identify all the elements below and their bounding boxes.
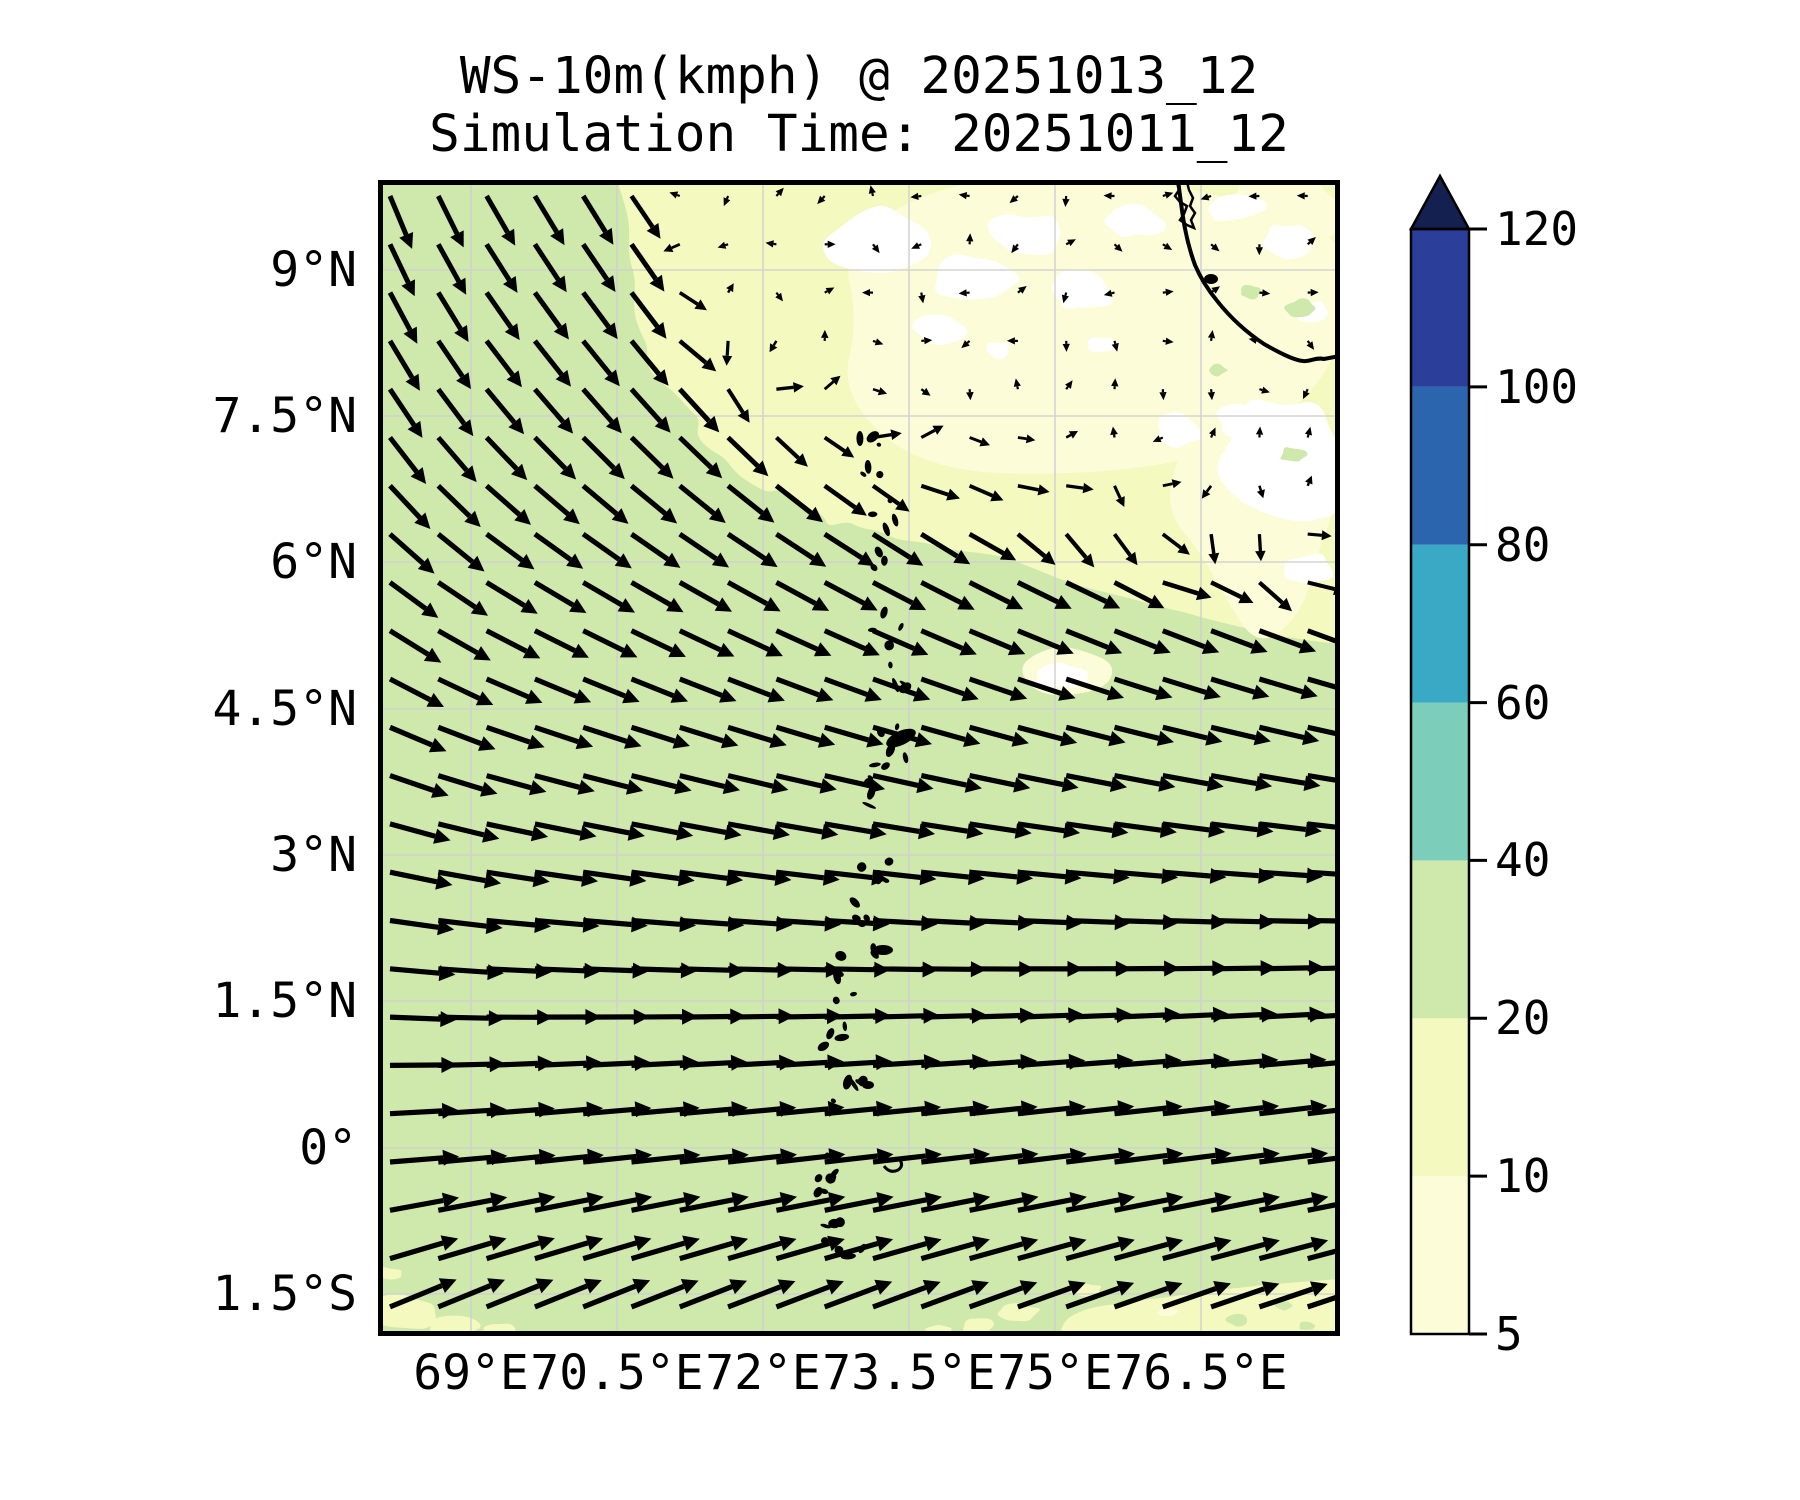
y-tick-label: 6°N	[270, 534, 357, 590]
contour-speck	[379, 1267, 402, 1280]
colorbar-tick-label: 100	[1495, 359, 1579, 414]
contour-speck	[1274, 1301, 1293, 1311]
contour-speck	[1157, 1307, 1179, 1316]
contour-calm-patch	[1284, 553, 1334, 584]
y-tick-label: 3°N	[270, 827, 357, 883]
colorbar-extend-max-triangle	[1408, 173, 1472, 231]
colorbar-tick-label: 60	[1495, 675, 1551, 730]
map-layers	[378, 180, 1340, 1336]
colorbar-segment	[1411, 860, 1469, 1019]
contour-speck	[1280, 447, 1308, 462]
coastal-lagoon	[1173, 181, 1197, 231]
contour-calm-patch	[986, 342, 1010, 360]
colorbar-tick-label: 20	[1495, 991, 1551, 1046]
contour-speck	[1299, 1321, 1316, 1330]
y-tick-label: 0°	[299, 1120, 357, 1176]
contour-calm-patch	[823, 205, 932, 273]
map-border	[378, 180, 1340, 1336]
chart-subtitle: Simulation Time: 20251011_12	[429, 105, 1289, 164]
colorbar-segment	[1411, 386, 1469, 545]
map-svg	[378, 180, 1340, 1336]
y-tick-label: 1.5°S	[212, 1266, 358, 1322]
x-tick-label: 76.5°E	[1114, 1345, 1288, 1401]
maldives-islands	[813, 431, 916, 1260]
contour-calm-patch	[1216, 403, 1270, 440]
y-tick-label: 4.5°N	[212, 681, 358, 737]
x-tick-label: 70.5°E	[530, 1345, 704, 1401]
wind-quiver	[387, 185, 1340, 1310]
colorbar-outline	[1409, 227, 1471, 1336]
colorbar-tick-label: 40	[1495, 833, 1551, 888]
contour-calm-patch	[1087, 337, 1120, 353]
colorbar-segment	[1411, 229, 1469, 387]
colorbar-segment	[1411, 544, 1469, 703]
chart-title: WS-10m(kmph) @ 20251013_12	[459, 47, 1259, 106]
contour-speck	[997, 1303, 1040, 1322]
contour-calm-patch	[987, 214, 1061, 256]
contour-speck	[429, 1315, 481, 1336]
colorbar-tick-label: 80	[1495, 517, 1551, 572]
contour-calm-patch	[935, 254, 1020, 300]
contour-calm-patch	[1104, 203, 1166, 237]
contour-speck	[1225, 1313, 1248, 1327]
map-plot-area	[378, 180, 1340, 1336]
colorbar-tick-label: 10	[1495, 1149, 1551, 1204]
india-coastline	[1173, 180, 1340, 364]
colorbar-segment	[1411, 702, 1469, 861]
contour-calm-patch	[1207, 194, 1268, 222]
contour-speck	[378, 1294, 436, 1329]
contour-speck	[1240, 284, 1261, 300]
contour-calm-patch	[1157, 411, 1202, 448]
graticule	[378, 180, 1340, 1336]
y-tick-label: 1.5°N	[212, 973, 358, 1029]
y-tick-label: 7.5°N	[212, 388, 358, 444]
contour-calm-patch	[1052, 269, 1113, 309]
y-tick-label: 9°N	[270, 242, 357, 298]
colorbar-tick-label: 5	[1495, 1307, 1523, 1361]
colorbar-segment	[1411, 1018, 1469, 1177]
colorbar-segment	[1411, 1176, 1469, 1334]
contour-speck	[1284, 298, 1316, 318]
x-tick-label: 72°E	[705, 1345, 821, 1401]
contour-band-5-10	[847, 180, 1340, 474]
colorbar-tick-label: 120	[1495, 202, 1579, 256]
x-tick-label: 73.5°E	[822, 1345, 996, 1401]
contour-speck	[1111, 1314, 1136, 1327]
contour-calm-patch	[1262, 225, 1313, 260]
x-tick-label: 75°E	[997, 1345, 1113, 1401]
x-tick-label: 69°E	[413, 1345, 529, 1401]
contour-calm-patch	[912, 314, 968, 346]
contour-speck	[1209, 363, 1228, 377]
coastal-island	[1204, 274, 1218, 284]
